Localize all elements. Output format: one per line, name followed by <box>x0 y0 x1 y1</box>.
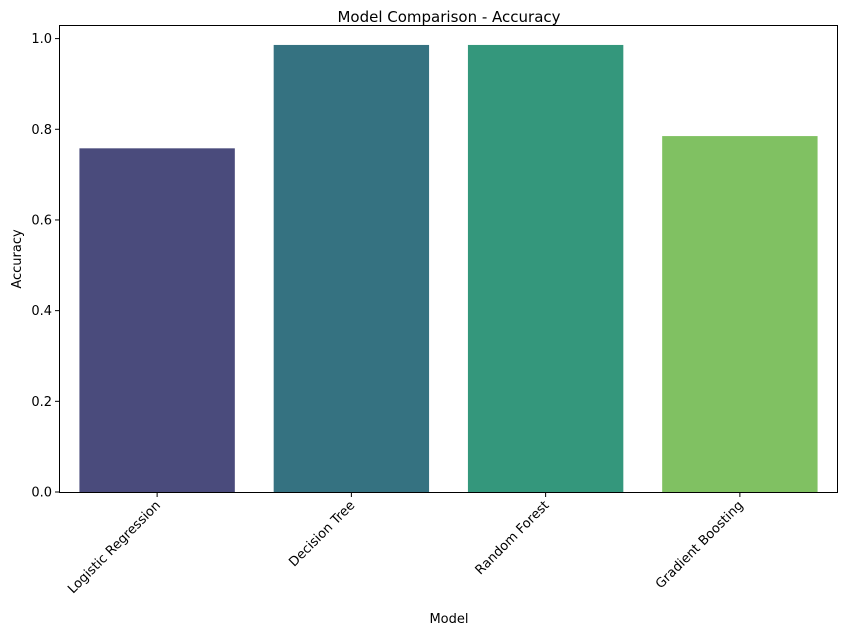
y-tick-label: 1.0 <box>31 32 52 47</box>
y-tick-label: 0.4 <box>31 304 52 319</box>
y-axis-label: Accuracy <box>10 229 25 289</box>
x-axis-label: Model <box>429 612 468 627</box>
y-tick-label: 0.2 <box>31 395 52 410</box>
y-tick-label: 0.6 <box>31 213 52 228</box>
y-tick-label: 0.0 <box>31 486 52 501</box>
bar-random-forest <box>467 44 624 492</box>
x-tick-label: Logistic Regression <box>65 498 164 597</box>
y-axis: 0.0 0.2 0.4 0.6 0.8 1.0 <box>31 32 60 501</box>
bar-decision-tree <box>273 44 430 492</box>
bar-gradient-boosting <box>662 136 818 492</box>
x-tick-label: Random Forest <box>473 498 553 578</box>
plot-frame <box>59 25 838 493</box>
chart-title: Model Comparison - Accuracy <box>337 8 560 26</box>
bars-group <box>79 44 818 492</box>
bar-logistic-regression <box>79 148 235 492</box>
x-axis: Logistic Regression Decision Tree Random F… <box>65 492 747 597</box>
x-tick-label: Gradient Boosting <box>653 498 747 592</box>
y-tick-label: 0.8 <box>31 123 52 138</box>
x-tick-label: Decision Tree <box>286 498 358 570</box>
